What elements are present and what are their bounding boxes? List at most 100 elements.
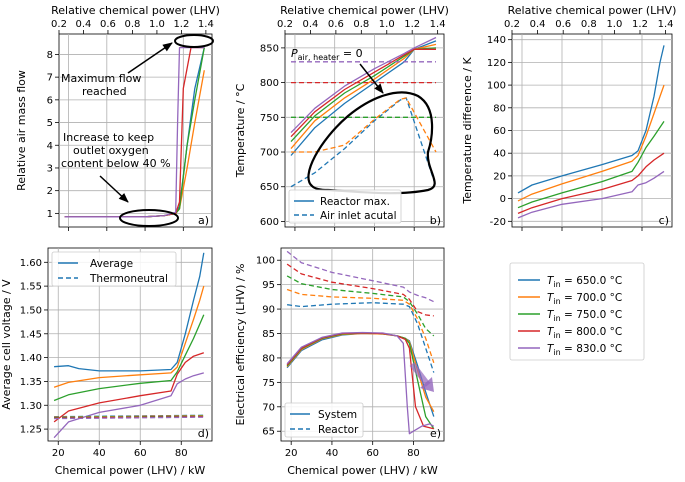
panel-b-top-tick-label: 0.2 <box>277 19 293 30</box>
panel-c-top-xlabel: Relative chemical power (LHV) <box>508 4 677 17</box>
panel-a-ytick-label: 6 <box>47 95 53 106</box>
panel-a-increase-arrow <box>99 175 129 203</box>
panel-d-series-T750-solid <box>53 314 205 402</box>
panel-b-loop-annotation <box>307 91 436 195</box>
panel-c-top-tick-label: 0.6 <box>555 19 571 30</box>
panel-b-top-tick-label: 1.2 <box>404 19 420 30</box>
panel-e-letter: e) <box>430 427 441 440</box>
temperature-legend-label-T800: Tin = 800.0 °C <box>547 326 622 340</box>
temperature-legend: Tin = 650.0 °C Tin = 700.0 °C Tin = 750.0 … <box>509 262 645 361</box>
panel-b-ytick-label: 750 <box>260 113 279 124</box>
panel-b-frame <box>284 33 445 228</box>
panel-b-top-tick-label: 1.4 <box>430 19 446 30</box>
panel-d-ytick-label: 1.50 <box>20 305 42 316</box>
panel-e-ytick-label: 85 <box>262 329 275 340</box>
panel-d-legend: Average Thermoneutral <box>51 251 177 287</box>
panel-e-frame <box>280 247 445 442</box>
panel-e-series-T650-dashed <box>287 302 435 373</box>
panel-c-ytick-label: 20 <box>493 171 506 182</box>
panel-c-ytick-label: 100 <box>487 81 506 92</box>
panel-a-annotation-maxflow-line1: Maximum flow <box>61 72 141 85</box>
panel-c-top-tick-label: 1.4 <box>658 19 674 30</box>
panel-e-ytick-label: 70 <box>262 402 275 413</box>
panel-b-loop-arrow <box>359 63 384 94</box>
panel-d-series-T830-dashed <box>54 416 204 420</box>
panel-c-series-T800-solid <box>517 152 665 215</box>
panel-b-legend-box <box>288 189 402 224</box>
panel-e-ytick-label: 90 <box>262 305 275 316</box>
panel-c-series-T830-solid <box>517 170 665 219</box>
panel-c-ytick-label: 0 <box>500 194 506 205</box>
panel-a-top-tick-label: 1.0 <box>149 19 165 30</box>
panel-e-xtick-label: 20 <box>285 448 298 459</box>
panel-a-ytick-label: 7 <box>47 73 53 84</box>
panel-a-annotation-increase-line1: Increase to keep <box>63 131 154 144</box>
panel-e-series-T700-dashed <box>286 288 435 364</box>
panel-d-ytick-label: 1.45 <box>20 329 42 340</box>
panel-c-top-tick-label: 0.8 <box>581 19 597 30</box>
temperature-legend-box <box>509 262 645 361</box>
panel-a-annotation-increase-line2: outlet oxygen <box>73 144 149 157</box>
panel-e-xlabel: Chemical power (LHV) / kW <box>287 464 438 477</box>
panel-b-top-xlabel: Relative chemical power (LHV) <box>280 4 449 17</box>
panel-e-legend: System Reactor <box>284 402 364 438</box>
panel-b-series-T700-dashed <box>291 97 437 153</box>
panel-d-xtick-label: 60 <box>134 448 147 459</box>
panel-a-ytick-label: 1 <box>47 209 53 220</box>
panel-d-legend-solid-label: Average <box>90 258 133 270</box>
panel-d-series-T800-solid <box>53 352 205 423</box>
panel-a-increase-ellipse <box>119 209 179 227</box>
panel-a-annotation-increase-line3: content below 40 % <box>61 157 171 170</box>
panel-e-ytick-label: 80 <box>262 353 275 364</box>
panel-e-series-T830-solid <box>286 331 435 435</box>
panel-a-ytick-label: 4 <box>47 141 53 152</box>
panel-c-top-tick-label: 1.0 <box>606 19 622 30</box>
panel-d-letter: d) <box>198 427 209 440</box>
panel-d-ytick-label: 1.40 <box>20 353 42 364</box>
panel-c-ytick-label: 140 <box>487 35 506 46</box>
panel-e-series-T750-dashed <box>286 275 435 337</box>
panel-b-ytick-label: 700 <box>260 148 279 159</box>
panel-c-top-tick-label: 1.2 <box>632 19 648 30</box>
panel-d-xtick-label: 20 <box>52 448 65 459</box>
panel-c-ytick-label: 80 <box>493 103 506 114</box>
temperature-legend-label-T650: Tin = 650.0 °C <box>547 275 622 289</box>
panel-b-legend-dashed-label: Air inlet acutal <box>320 210 397 222</box>
panel-b-series-T830-solid <box>290 36 437 134</box>
panel-e-drop-arrowhead <box>420 377 434 392</box>
panel-b-top-tick-label: 0.8 <box>353 19 369 30</box>
panel-e-ytick-label: 100 <box>256 256 275 267</box>
panel-e-xtick-label: 40 <box>326 448 339 459</box>
panel-c-ytick-label: -20 <box>490 217 506 228</box>
panel-e-ylabel: Electrical efficiency (LHV) / % <box>234 263 247 425</box>
panel-a-ytick-label: 8 <box>47 50 53 61</box>
panel-d-xtick-label: 40 <box>93 448 106 459</box>
panel-e-series-T830-dashed <box>286 250 435 303</box>
panel-c-ylabel: Temperature difference / K <box>461 57 474 205</box>
panel-d-ytick-label: 1.25 <box>20 425 42 436</box>
panel-a-top-tick-label: 0.6 <box>100 19 116 30</box>
panel-d-xlabel: Chemical power (LHV) / kW <box>55 464 206 477</box>
panel-b-ytick-label: 600 <box>260 217 279 228</box>
panel-d-ytick-label: 1.60 <box>20 258 42 269</box>
panel-b-top-tick-label: 0.6 <box>328 19 344 30</box>
panel-c-top-tick-label: 0.4 <box>530 19 546 30</box>
panel-d: 1.25 1.30 1.35 1.40 1.45 1.50 1.55 1.60 20 40 60 80… <box>0 247 213 477</box>
panel-d-ylabel: Average cell voltage / V <box>0 279 13 410</box>
panel-b-ytick-label: 800 <box>260 78 279 89</box>
panel-b-top-tick-label: 1.0 <box>379 19 395 30</box>
panel-e-ytick-label: 95 <box>262 280 275 291</box>
panel-a-top-tick-label: 1.4 <box>198 19 214 30</box>
panel-a-top-tick-label: 0.8 <box>124 19 140 30</box>
panel-d-ytick-label: 1.30 <box>20 401 42 412</box>
panel-b-legend: Reactor max. Air inlet acutal <box>288 189 402 224</box>
panel-a-top-tick-label: 0.4 <box>76 19 92 30</box>
panel-c-letter: c) <box>659 214 669 227</box>
panel-a-ytick-label: 2 <box>47 186 53 197</box>
panel-a-top-tick-label: 1.2 <box>173 19 189 30</box>
panel-a-letter: a) <box>198 214 209 227</box>
temperature-legend-label-T700: Tin = 700.0 °C <box>547 292 622 306</box>
panel-d-frame <box>47 247 213 442</box>
panel-b-letter: b) <box>430 214 441 227</box>
